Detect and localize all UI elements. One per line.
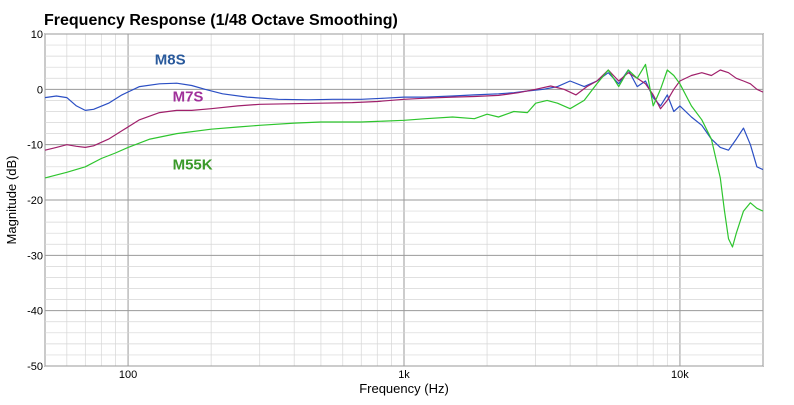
y-tick-label: -10 — [27, 140, 43, 152]
series-line-m55k — [44, 63, 764, 248]
y-tick-label: -40 — [27, 306, 43, 318]
y-tick-label: 10 — [31, 29, 43, 41]
series-label-m55k: M55K — [173, 157, 213, 174]
series-label-m7s: M7S — [173, 89, 204, 106]
series-labels: M8S M7S M55K — [155, 51, 213, 173]
x-tick-label: 1k — [398, 369, 410, 381]
series-group — [44, 63, 764, 248]
y-tick-label: -30 — [27, 250, 43, 262]
y-tick-labels: 10 0 -10 -20 -30 -40 -50 — [27, 29, 43, 373]
y-tick-label: 0 — [37, 84, 43, 96]
x-axis-label: Frequency (Hz) — [359, 381, 449, 396]
series-label-m8s: M8S — [155, 51, 186, 68]
chart-title: Frequency Response (1/48 Octave Smoothin… — [44, 12, 398, 29]
y-tick-label: -50 — [27, 361, 43, 373]
x-tick-labels: 100 1k 10k — [119, 369, 689, 381]
y-axis-label: Magnitude (dB) — [4, 156, 19, 245]
y-tick-label: -20 — [27, 195, 43, 207]
series-line-m7s — [44, 69, 764, 151]
grid — [44, 33, 764, 367]
x-tick-label: 100 — [119, 369, 137, 381]
x-tick-label: 10k — [671, 369, 689, 381]
